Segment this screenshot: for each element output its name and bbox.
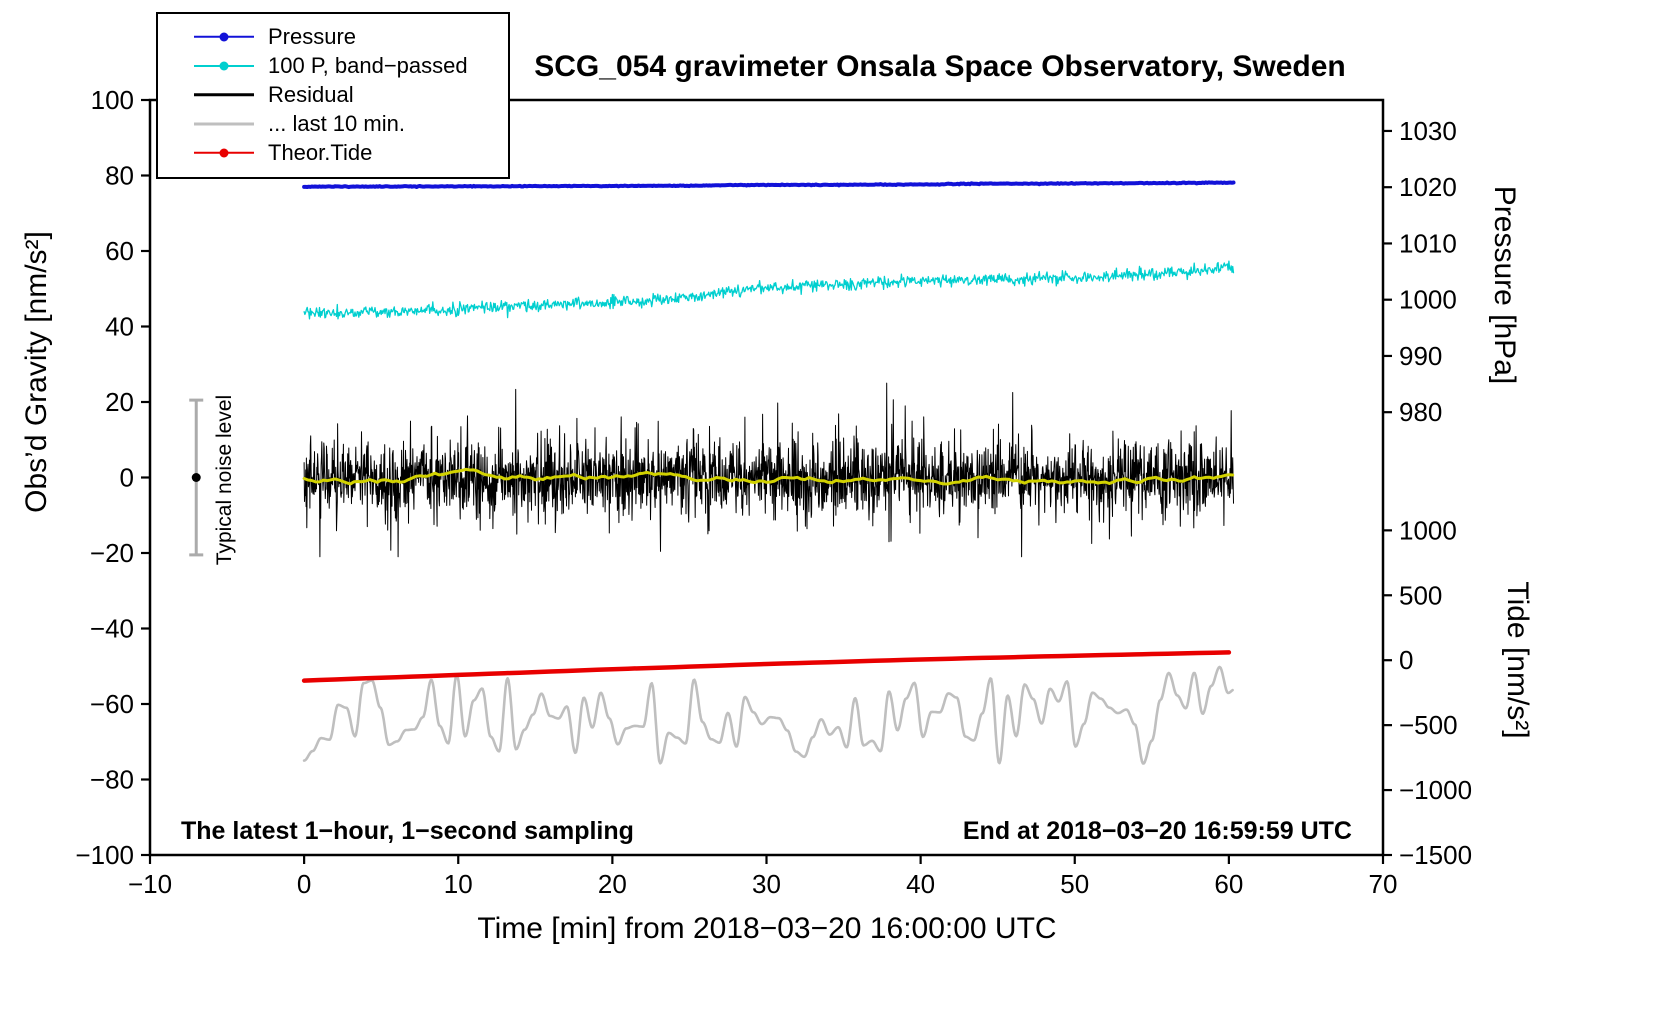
x-tick-label: −10 (128, 869, 172, 899)
legend-marker-last-10-min (194, 114, 254, 134)
noise-level-marker (189, 398, 204, 557)
x-axis: −10 0 10 20 30 40 50 60 70 (128, 855, 1398, 899)
x-tick-label: 70 (1369, 869, 1398, 899)
legend-item: Residual (158, 80, 508, 109)
legend-label: ... last 10 min. (268, 110, 405, 136)
series-last-10-min (302, 665, 1234, 765)
y-tick-label: −20 (90, 538, 134, 568)
x-tick-label: 20 (598, 869, 627, 899)
legend-label: 100 P, band−passed (268, 52, 468, 78)
legend-marker-residual (194, 85, 254, 105)
legend-item: Pressure (158, 22, 508, 51)
legend: Pressure 100 P, band−passed Residual ... la… (156, 12, 510, 179)
legend-marker-pressure (194, 27, 254, 47)
y-axis-pressure: 1030 1020 1010 1000 990 980 (1383, 116, 1457, 427)
y-axis-gravity: 100 80 60 40 20 0 −20 −40 −60 −80 −100 (75, 85, 150, 870)
x-tick-label: 30 (752, 869, 781, 899)
series-pressure (302, 180, 1236, 190)
x-axis-label: Time [min] from 2018−03−20 16:00:00 UTC (477, 912, 1057, 945)
tide-tick-label: 0 (1399, 645, 1413, 675)
pressure-tick-label: 1000 (1399, 285, 1457, 315)
series-residual (303, 382, 1234, 558)
pressure-tick-label: 1020 (1399, 172, 1457, 202)
tide-tick-label: −1000 (1399, 775, 1472, 805)
y-tick-label: −60 (90, 689, 134, 719)
tide-tick-label: 500 (1399, 580, 1442, 610)
chart-title: SCG_054 gravimeter Onsala Space Observat… (534, 50, 1346, 83)
noise-level-label: Typical noise level (213, 394, 236, 566)
legend-label: Pressure (268, 23, 357, 49)
y-axis-tide: 1000 500 0 −500 −1000 −1500 (1383, 515, 1472, 870)
y-tick-label: 100 (91, 85, 134, 115)
annotation-end-time: End at 2018−03−20 16:59:59 UTC (962, 817, 1352, 845)
legend-item: ... last 10 min. (158, 109, 508, 138)
pressure-tick-label: 1030 (1399, 116, 1457, 146)
pressure-tick-label: 980 (1399, 397, 1442, 427)
y-tick-label: 0 (120, 463, 134, 493)
noise-level-dot (191, 473, 201, 482)
y-tick-label: 20 (105, 387, 134, 417)
series-theor-tide (301, 650, 1232, 683)
legend-item: 100 P, band−passed (158, 51, 508, 80)
legend-label: Theor.Tide (268, 139, 373, 165)
legend-marker-100-p-band-passed (194, 56, 254, 76)
x-tick-label: 0 (297, 869, 311, 899)
x-tick-label: 50 (1060, 869, 1089, 899)
y-axis-label-tide: Tide [nm/s²] (1501, 581, 1534, 739)
pressure-tick-label: 1010 (1399, 228, 1457, 258)
tide-tick-label: −500 (1399, 710, 1458, 740)
legend-marker-theor-tide (194, 143, 254, 163)
pressure-tick-label: 990 (1399, 341, 1442, 371)
y-tick-label: −80 (90, 765, 134, 795)
y-tick-label: 60 (105, 236, 134, 266)
x-tick-label: 40 (906, 869, 935, 899)
tide-tick-label: 1000 (1399, 515, 1457, 545)
y-axis-label-gravity: Obs’d Gravity [nm/s²] (20, 231, 53, 513)
y-tick-label: −40 (90, 614, 134, 644)
tide-tick-label: −1500 (1399, 840, 1472, 870)
x-tick-label: 10 (444, 869, 473, 899)
y-axis-label-pressure: Pressure [hPa] (1488, 185, 1521, 385)
series-100-p-band-passed (303, 260, 1235, 320)
series-residual-smoothed (302, 467, 1235, 486)
y-tick-label: −100 (75, 840, 134, 870)
legend-item: Theor.Tide (158, 138, 508, 167)
annotation-sampling: The latest 1−hour, 1−second sampling (181, 817, 634, 845)
y-tick-label: 80 (105, 161, 134, 191)
x-tick-label: 60 (1214, 869, 1243, 899)
y-tick-label: 40 (105, 312, 134, 342)
legend-label: Residual (268, 81, 354, 107)
